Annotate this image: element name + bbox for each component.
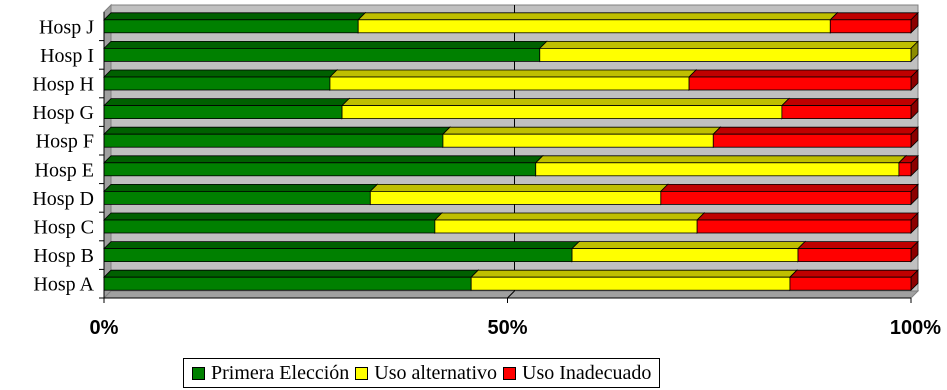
legend-item: Primera Elección (192, 363, 349, 383)
gridline-floor (507, 290, 515, 299)
legend-swatch-uso-alternativo (355, 366, 369, 380)
bar-hosp-d-primera-eleccion (103, 183, 379, 206)
bar-hosp-a-uso-alternativo (470, 269, 798, 292)
bar-hosp-h-uso-inadecuado (688, 69, 919, 91)
x-tick-label-100: 100% (890, 317, 941, 339)
category-label-hosp-a: Hosp A (33, 274, 94, 296)
axes: Hosp A Hosp B Hosp C Hosp D Hosp E Hosp F Hosp… (32, 12, 941, 339)
category-label-hosp-b: Hosp B (33, 245, 94, 267)
x-tick-label-0: 0% (90, 317, 119, 339)
bar-hosp-g-uso-alternativo (341, 97, 790, 120)
bar-hosp-j-uso-alternativo (357, 11, 839, 34)
bar-hosp-g-uso-inadecuado (780, 97, 919, 120)
bar-hosp-a-uso-inadecuado (788, 269, 919, 292)
legend-label-uso-inadecuado: Uso Inadecuado (522, 362, 652, 384)
legend-item: Uso alternativo (355, 363, 497, 383)
stacked-bar-chart: Hosp A Hosp B Hosp C Hosp D Hosp E Hosp F Hosp… (32, 3, 941, 339)
legend-label-primera-eleccion: Primera Elección (211, 362, 350, 384)
bar-hosp-i-uso-alternativo (538, 40, 919, 63)
bar-hosp-e-primera-eleccion (103, 154, 544, 177)
legend-label-uso-alternativo: Uso alternativo (374, 362, 498, 384)
x-tick-label-50: 50% (487, 317, 527, 339)
bar-hosp-b-uso-alternativo (571, 240, 806, 263)
bar-hosp-a-primera-eleccion (103, 269, 480, 292)
bar-hosp-c-primera-eleccion (103, 212, 443, 234)
category-label-hosp-i: Hosp I (40, 45, 94, 67)
bar-hosp-b-primera-eleccion (103, 240, 581, 263)
category-label-hosp-e: Hosp E (35, 159, 94, 181)
bar-hosp-i-primera-eleccion (103, 40, 548, 63)
bar-hosp-f-uso-inadecuado (712, 126, 919, 149)
legend-swatch-uso-inadecuado (503, 366, 517, 380)
bar-hosp-c-uso-inadecuado (696, 212, 919, 234)
bar-hosp-e-uso-inadecuado (897, 154, 919, 177)
legend-swatch-primera-eleccion (192, 366, 205, 380)
bars (103, 11, 919, 292)
category-label-hosp-j: Hosp J (39, 16, 94, 38)
bar-hosp-d-uso-alternativo (369, 183, 669, 206)
bar-hosp-j-uso-inadecuado (829, 11, 919, 34)
bar-hosp-j-primera-eleccion (103, 11, 367, 34)
category-label-hosp-g: Hosp G (32, 102, 94, 124)
bar-hosp-e-uso-alternativo (534, 154, 907, 177)
bar-hosp-g-primera-eleccion (103, 97, 351, 120)
bar-hosp-b-uso-inadecuado (797, 240, 919, 263)
legend: Primera Elección Uso alternativo Uso Ina… (183, 358, 661, 388)
bar-hosp-f-primera-eleccion (103, 126, 451, 149)
category-label-hosp-c: Hosp C (33, 217, 94, 239)
category-label-hosp-f: Hosp F (36, 131, 94, 153)
bar-hosp-h-primera-eleccion (103, 69, 338, 91)
bar-hosp-f-uso-alternativo (441, 126, 722, 149)
category-label-hosp-d: Hosp D (32, 188, 94, 210)
bar-hosp-d-uso-inadecuado (659, 183, 919, 206)
bar-hosp-h-uso-alternativo (328, 69, 698, 91)
legend-item: Uso Inadecuado (503, 363, 651, 383)
bar-hosp-c-uso-alternativo (433, 212, 706, 234)
category-label-hosp-h: Hosp H (32, 74, 94, 96)
